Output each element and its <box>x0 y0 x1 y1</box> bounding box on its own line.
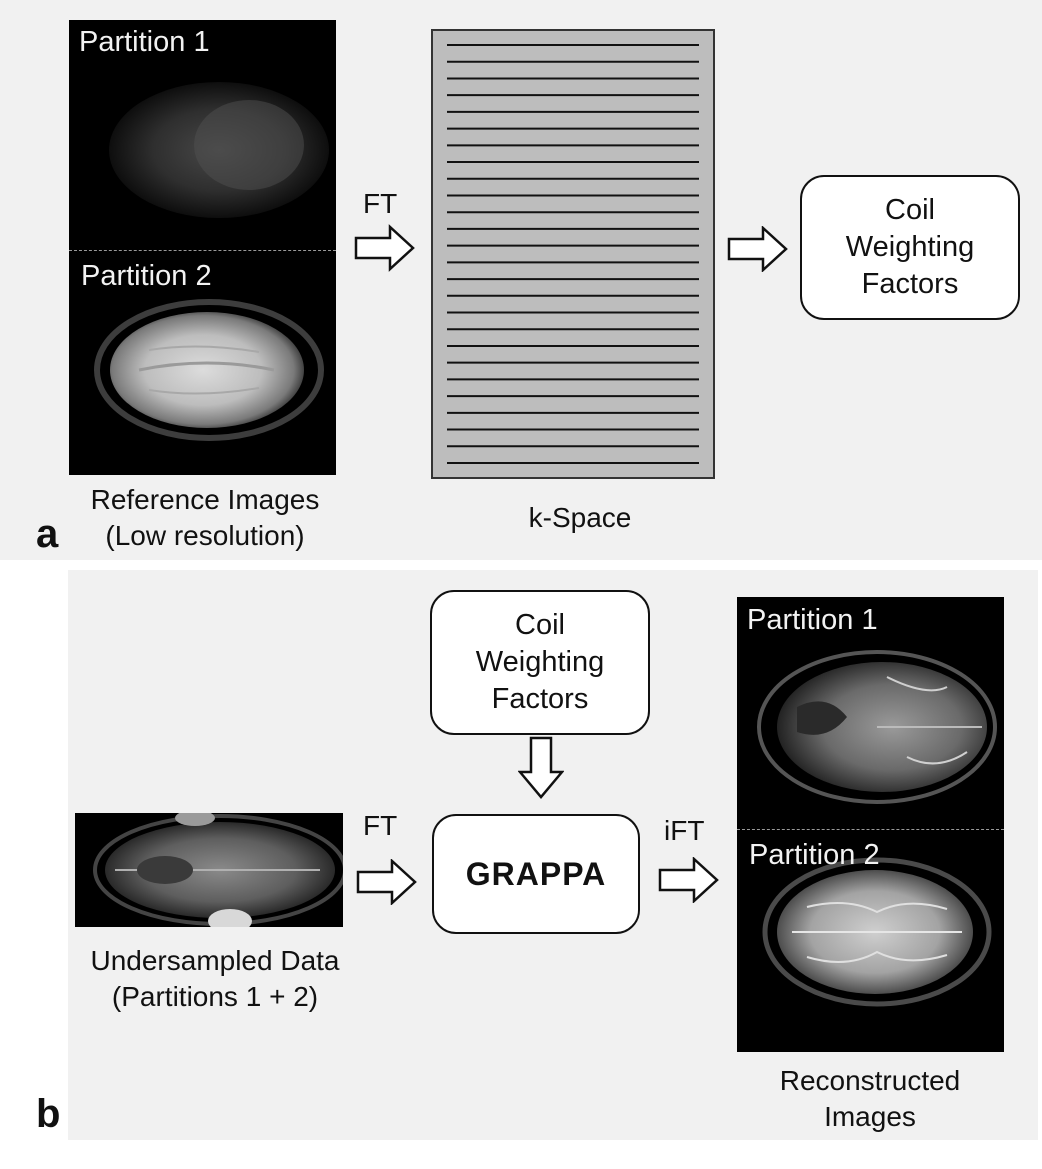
coil-weighting-factors-text: Coil Weighting Factors <box>475 609 605 715</box>
panel-a-letter: a <box>36 512 59 556</box>
panel-b-ft-label: FT <box>363 810 398 841</box>
right-arrow-icon <box>354 224 415 272</box>
reference-caption: Reference Images (Low resolution) <box>40 482 370 554</box>
kspace-grid <box>431 29 715 479</box>
reference-caption-line2: (Low resolution) <box>105 520 305 551</box>
undersampled-caption-line2: (Partitions 1 + 2) <box>111 981 319 1012</box>
partition-divider <box>69 250 336 251</box>
undersampled-caption-line1: Undersampled Data <box>90 945 340 976</box>
reference-partition-1-label: Partition 1 <box>79 26 210 58</box>
undersampled-data-image <box>75 813 343 927</box>
undersampled-caption: Undersampled Data (Partitions 1 + 2) <box>50 943 380 1015</box>
reconstructed-caption-line1: Reconstructed <box>779 1065 961 1096</box>
grappa-label: GRAPPA <box>465 855 607 892</box>
recon-partition-2-label: Partition 2 <box>749 839 880 871</box>
reconstructed-images: Partition 1 Partition 2 <box>737 597 1004 1052</box>
panel-b-ift-label: iFT <box>664 815 705 846</box>
coil-weighting-factors-box-b: Coil Weighting Factors <box>430 590 650 735</box>
reconstructed-caption: Reconstructed Images <box>705 1063 1035 1135</box>
right-arrow-icon <box>356 859 417 905</box>
kspace-caption: k-Space <box>528 502 632 533</box>
coil-weighting-factors-box-a: Coil Weighting Factors <box>800 175 1020 320</box>
right-arrow-icon <box>658 857 719 903</box>
reference-images: Partition 1 Partition 2 <box>69 20 336 475</box>
down-arrow-icon <box>518 736 564 799</box>
reconstructed-caption-line2: Images <box>824 1101 916 1132</box>
right-arrow-icon <box>727 226 788 272</box>
panel-b-letter: b <box>36 1092 61 1136</box>
coil-weighting-factors-text: Coil Weighting Factors <box>845 194 975 300</box>
reference-partition-2-label: Partition 2 <box>81 260 212 292</box>
kspace-frame <box>431 29 715 479</box>
reference-caption-line1: Reference Images <box>90 484 320 515</box>
partition-divider <box>737 829 1004 830</box>
panel-a-ft-label: FT <box>363 188 398 219</box>
grappa-box: GRAPPA <box>432 814 640 934</box>
recon-partition-1-label: Partition 1 <box>747 604 878 636</box>
